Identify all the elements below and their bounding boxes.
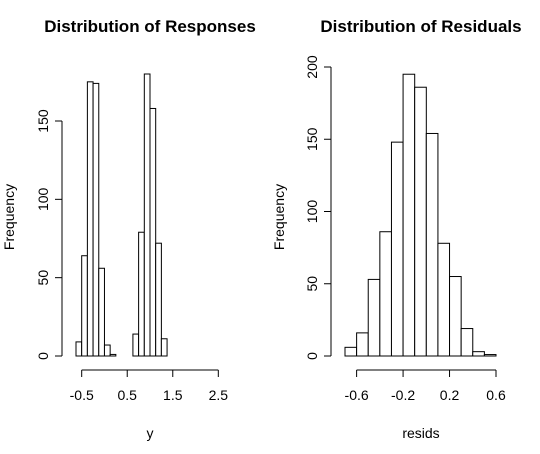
residuals-y-axis: 0 50 100 150 200 xyxy=(304,55,332,360)
responses-bar xyxy=(98,267,105,357)
residuals-histogram-panel: Distribution of Residuals 0 50 100 150 200 -… xyxy=(271,17,522,441)
responses-x-tick-label: 1.5 xyxy=(163,387,183,403)
responses-x-tick-label: -0.5 xyxy=(70,387,94,403)
residuals-bar xyxy=(379,231,392,357)
responses-x-axis: -0.5 0.5 1.5 2.5 xyxy=(70,369,229,403)
responses-bar xyxy=(75,341,83,357)
responses-y-axis-label: Frequency xyxy=(1,184,17,250)
residuals-bar xyxy=(414,86,427,357)
responses-bar xyxy=(155,242,162,357)
residuals-bar xyxy=(472,351,485,357)
responses-bar xyxy=(86,81,94,357)
residuals-x-tick-label: -0.2 xyxy=(391,387,415,403)
responses-histogram-panel: Distribution of Responses 0 50 100 150 -0.5… xyxy=(1,17,256,441)
residuals-y-tick-label: 0 xyxy=(304,352,320,360)
residuals-bar xyxy=(356,332,369,357)
responses-y-tick-label: 150 xyxy=(35,109,51,133)
residuals-x-tick-label: -0.6 xyxy=(345,387,369,403)
residuals-bar xyxy=(425,132,439,357)
responses-x-axis-label: y xyxy=(147,425,154,441)
responses-x-tick-label: 0.5 xyxy=(117,387,137,403)
residuals-bar xyxy=(367,278,381,357)
responses-bar xyxy=(103,344,111,357)
residuals-y-axis-label: Frequency xyxy=(271,184,287,250)
responses-y-tick-label: 0 xyxy=(35,352,51,360)
responses-y-tick-label: 100 xyxy=(35,187,51,211)
responses-bar xyxy=(138,231,145,357)
residuals-bar xyxy=(483,354,497,357)
responses-y-axis: 0 50 100 150 xyxy=(35,109,63,360)
residuals-y-tick-label: 150 xyxy=(304,127,320,151)
residuals-y-tick-label: 100 xyxy=(304,200,320,224)
residuals-y-tick-label: 200 xyxy=(304,55,320,79)
residuals-x-axis: -0.6 -0.2 0.2 0.6 xyxy=(345,369,506,403)
residuals-y-tick-label: 50 xyxy=(304,276,320,292)
residuals-bar xyxy=(449,276,462,357)
responses-y-tick-label: 50 xyxy=(35,270,51,286)
responses-bar xyxy=(109,353,117,357)
residuals-bar xyxy=(390,141,404,357)
residuals-bars xyxy=(344,73,497,357)
responses-bars xyxy=(75,73,168,357)
responses-bar xyxy=(149,107,157,357)
residuals-chart-title: Distribution of Residuals xyxy=(320,17,521,36)
responses-bar xyxy=(143,73,151,357)
residuals-bar xyxy=(460,328,474,357)
residuals-x-axis-label: resids xyxy=(402,425,439,441)
responses-bar xyxy=(132,333,140,357)
residuals-bar xyxy=(437,242,451,357)
residuals-x-tick-label: 0.2 xyxy=(440,387,460,403)
responses-bar xyxy=(92,82,100,357)
residuals-bar xyxy=(402,73,416,357)
responses-x-tick-label: 2.5 xyxy=(209,387,229,403)
responses-bar xyxy=(160,338,168,357)
residuals-x-tick-label: 0.6 xyxy=(486,387,506,403)
residuals-bar xyxy=(344,346,358,357)
responses-chart-title: Distribution of Responses xyxy=(44,17,256,36)
responses-bar xyxy=(81,255,88,357)
